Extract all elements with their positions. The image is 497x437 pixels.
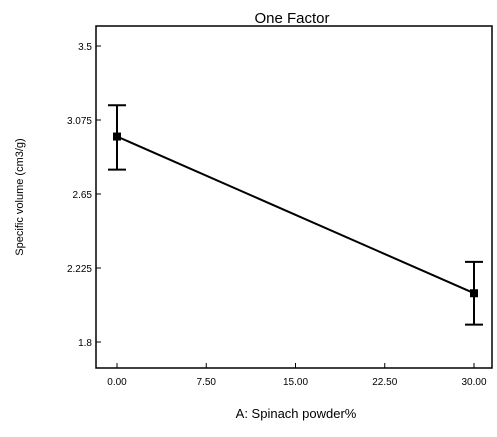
chart-title: One Factor <box>254 10 329 27</box>
y-tick-label: 3.5 <box>78 42 92 53</box>
x-axis-label: A: Spinach powder% <box>236 406 357 421</box>
series-layer <box>108 104 483 326</box>
data-point <box>470 289 478 298</box>
x-tick-label: 30.00 <box>461 377 486 388</box>
series-line <box>116 135 475 295</box>
y-tick-label: 3.075 <box>67 116 92 127</box>
y-tick-label: 2.225 <box>67 264 92 275</box>
y-tick-label: 2.65 <box>73 190 93 201</box>
x-tick-label: 15.00 <box>283 377 308 388</box>
x-tick-label: 7.50 <box>197 377 217 388</box>
y-axis: 3.5 3.075 2.65 2.225 1.8 <box>67 42 101 349</box>
x-tick-label: 0.00 <box>107 377 127 388</box>
x-tick-label: 22.50 <box>372 377 397 388</box>
y-axis-label: Specific volume (cm3/g) <box>14 138 26 255</box>
data-point <box>113 132 121 141</box>
plot-area <box>95 25 493 369</box>
y-tick-label: 1.8 <box>78 338 92 349</box>
x-axis: 0.00 7.50 15.00 22.50 30.00 <box>107 363 487 388</box>
